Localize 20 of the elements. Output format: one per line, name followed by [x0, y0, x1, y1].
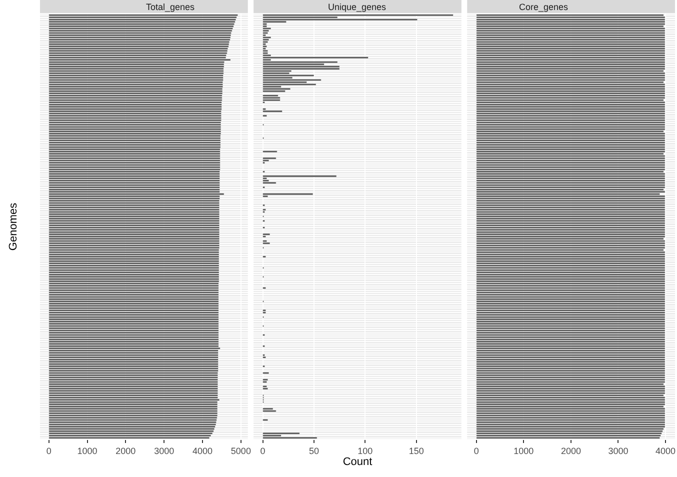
x-tick-label: 3000 [608, 446, 628, 456]
x-tick-label: 150 [408, 446, 424, 456]
x-tick-label: 50 [308, 446, 319, 456]
chart-title: Total_genes [146, 2, 196, 12]
chart-title: Core_genes [519, 2, 569, 12]
x-tick-label: 3000 [154, 446, 174, 456]
x-tick-label: 1000 [514, 446, 534, 456]
x-tick-label: 0 [260, 446, 266, 456]
x-tick-label: 2000 [116, 446, 136, 456]
x-tick-label: 5000 [230, 446, 251, 456]
x-tick-label: 0 [46, 446, 52, 456]
chart-title: Unique_genes [328, 2, 387, 12]
x-tick-label: 4000 [656, 446, 676, 456]
x-tick-label: 1000 [77, 446, 98, 456]
y-axis-title: Genomes [8, 202, 20, 251]
x-tick-label: 100 [358, 446, 373, 456]
x-tick-label: 0 [474, 446, 479, 456]
x-tick-label: 4000 [192, 446, 213, 456]
x-tick-label: 2000 [560, 446, 581, 456]
x-axis-title: Count [342, 456, 372, 468]
